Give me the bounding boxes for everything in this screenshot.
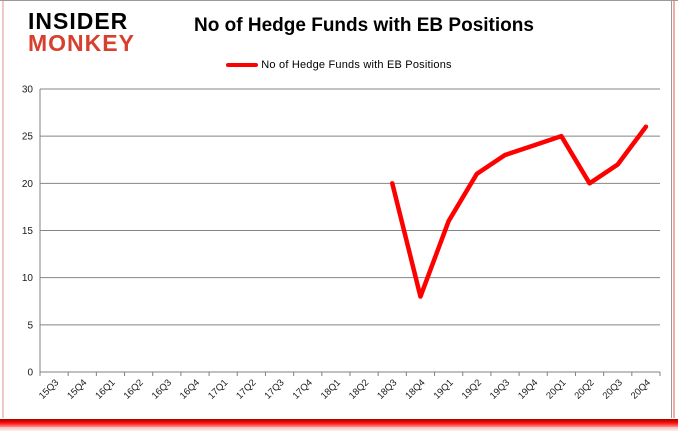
y-tick-label: 0 [27, 368, 33, 379]
x-tick-label: 16Q1 [93, 377, 117, 401]
x-tick-label: 20Q2 [572, 377, 596, 401]
y-tick-label: 10 [22, 273, 34, 284]
x-tick-label: 19Q4 [516, 377, 540, 401]
x-tick-label: 18Q3 [375, 377, 399, 401]
y-tick-label: 15 [22, 226, 34, 237]
x-tick-label: 16Q3 [150, 377, 174, 401]
x-tick-label: 15Q3 [37, 377, 61, 401]
legend: No of Hedge Funds with EB Positions [0, 59, 678, 71]
logo-line1: INSIDER [28, 8, 129, 34]
x-tick-label: 18Q2 [347, 377, 371, 401]
x-tick-label: 19Q3 [488, 377, 512, 401]
bottom-bar-shadow [0, 427, 678, 431]
series-line [390, 124, 649, 299]
x-tick-label: 17Q3 [262, 377, 286, 401]
right-border [671, 1, 672, 418]
x-tick-label: 15Q4 [65, 377, 89, 401]
x-tick-label: 19Q2 [460, 377, 484, 401]
logo-line2: MONKEY [28, 30, 135, 56]
x-tick-label: 18Q4 [403, 377, 427, 401]
x-tick-label: 20Q3 [601, 377, 625, 401]
x-tick-label: 17Q1 [206, 377, 230, 401]
y-tick-label: 5 [27, 320, 33, 331]
right-border-glow [673, 1, 675, 418]
left-border [2, 1, 4, 418]
x-tick-label: 16Q4 [178, 377, 202, 401]
x-tick-label: 16Q2 [122, 377, 146, 401]
y-tick-label: 20 [22, 179, 34, 190]
x-tick-label: 17Q4 [291, 377, 315, 401]
x-tick-label: 18Q1 [319, 377, 343, 401]
bottom-red-bar [0, 419, 678, 427]
x-tick-label: 17Q2 [234, 377, 258, 401]
insider-monkey-logo[interactable]: INSIDER MONKEY [28, 8, 135, 56]
chart-title: No of Hedge Funds with EB Positions [194, 15, 534, 36]
x-tick-label: 20Q1 [544, 377, 568, 401]
legend-label: No of Hedge Funds with EB Positions [261, 59, 452, 71]
x-tick-label: 20Q4 [629, 377, 653, 401]
y-tick-label: 30 [22, 85, 34, 96]
y-tick-label: 25 [22, 132, 34, 143]
x-tick-label: 19Q1 [432, 377, 456, 401]
legend-line-swatch [226, 63, 259, 67]
